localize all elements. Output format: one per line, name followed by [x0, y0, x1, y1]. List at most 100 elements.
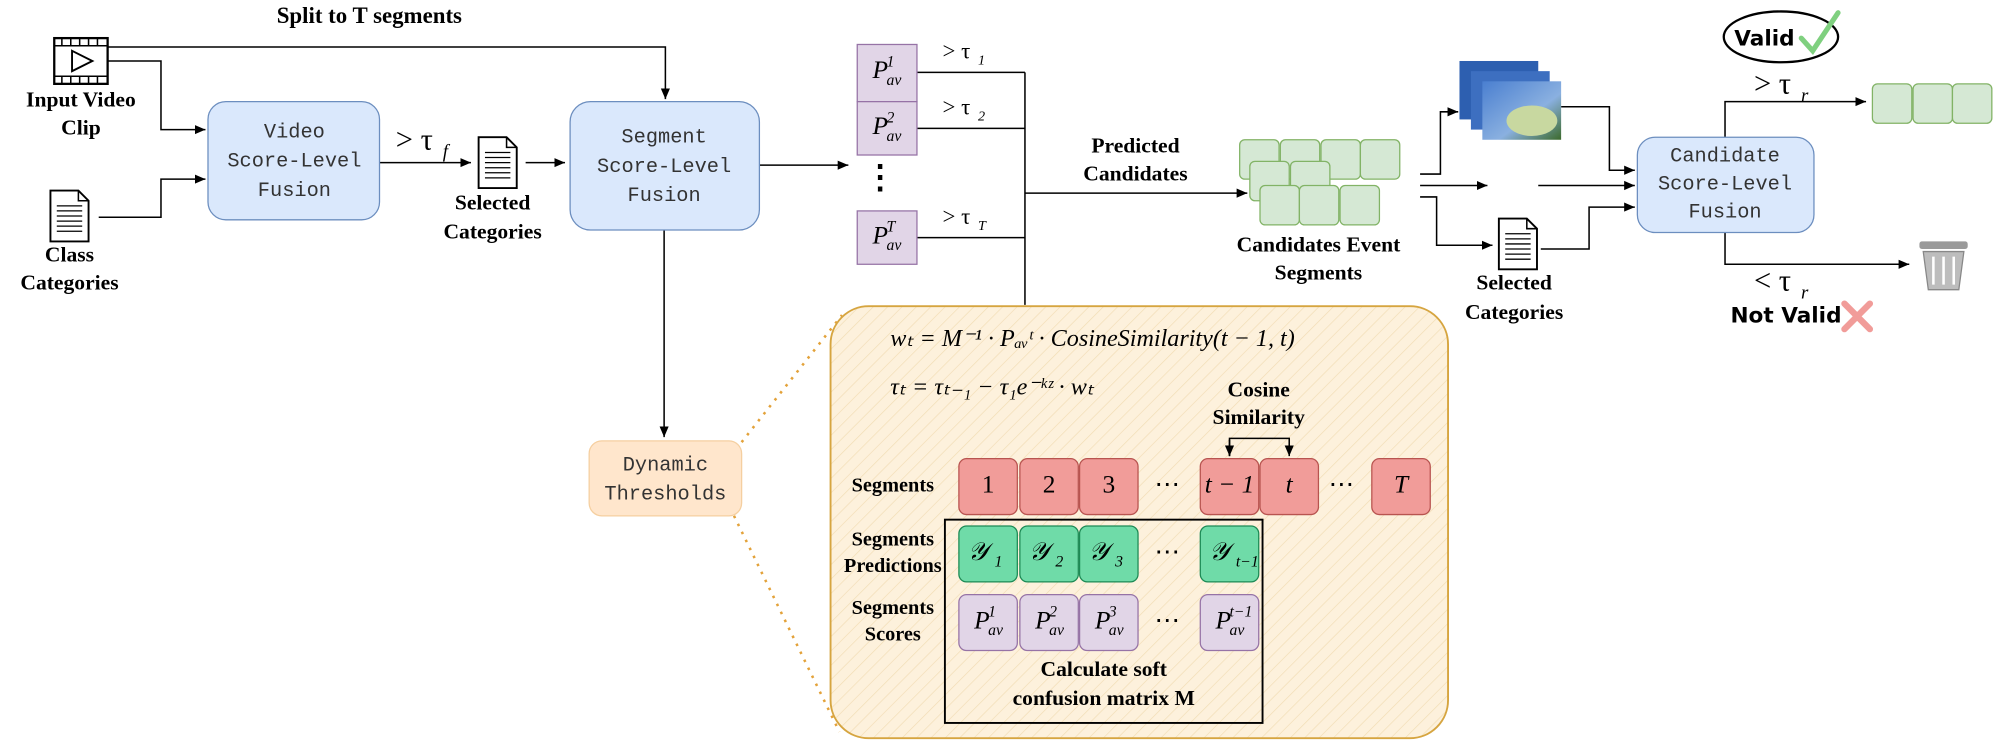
math-label: ⋯ [1155, 470, 1180, 498]
segment-cell [1019, 525, 1079, 583]
score-box [856, 43, 918, 103]
check-icon [1798, 10, 1841, 55]
input-label: Class [45, 243, 94, 267]
math-label: T [1394, 470, 1410, 498]
matrix-frame [943, 518, 1264, 724]
box-label: Score-Level [597, 156, 731, 179]
video-icon [53, 36, 109, 85]
math-sub: av [1049, 622, 1064, 639]
math-sup: T [886, 219, 896, 236]
confusion-label: confusion matrix M [1013, 686, 1195, 710]
row-label: Predictions [844, 555, 942, 577]
title: Split to T segments [277, 3, 462, 28]
cosine-label: Similarity [1213, 405, 1306, 429]
candidate-fusion-box [1636, 136, 1815, 234]
frames-icon [1459, 60, 1562, 140]
math-sub: av [886, 128, 901, 145]
math-sub: av [1109, 622, 1124, 639]
box-label: Score-Level [1658, 174, 1792, 197]
segment-cell [1259, 458, 1320, 516]
box-label: Fusion [628, 185, 701, 208]
box-label: Fusion [258, 180, 331, 203]
math-sup: 2 [886, 109, 894, 126]
math-base: > τ [942, 95, 970, 120]
math-sub: av [886, 72, 901, 89]
connectors [98, 46, 1910, 733]
math-label: t [1286, 470, 1294, 498]
segment-cell [958, 593, 1018, 652]
candidates-label: Candidates Event [1237, 232, 1401, 256]
box-label: Video [264, 122, 325, 145]
math-sup: 2 [1049, 604, 1057, 621]
segment-cell [1371, 458, 1431, 516]
ellipsis: ⋮ [864, 160, 897, 196]
math-base: P [1094, 606, 1111, 634]
confusion-label: Calculate soft [1040, 657, 1167, 681]
box-label: Fusion [1688, 202, 1761, 225]
document-icon [477, 136, 518, 189]
math-sup: 1 [988, 604, 996, 621]
math-sub: av [1230, 622, 1245, 639]
math-base: > τ [942, 204, 970, 229]
math-label: 1 [982, 470, 995, 498]
math-label: 3 [1102, 470, 1115, 498]
math-sub: 2 [1055, 553, 1063, 570]
box-label: Score-Level [227, 151, 361, 174]
segment-cell [1199, 458, 1260, 516]
box-label: Thresholds [604, 484, 726, 507]
selected-label: Categories [1465, 300, 1563, 324]
input-label: Clip [61, 116, 101, 140]
math-sub: t−1 [1236, 553, 1259, 570]
math-base: P [871, 112, 888, 140]
equation: τₜ = τₜ₋₁ − τ₁e⁻ᵏᶻ · wₜ [890, 373, 1095, 400]
score-box [856, 101, 918, 156]
math-sub: 1 [994, 553, 1002, 570]
document-icon [1497, 217, 1538, 271]
cosine-label: Cosine [1228, 377, 1291, 401]
segment-cell [1078, 525, 1139, 583]
score-box [856, 210, 918, 265]
math-label: ⋯ [1155, 606, 1180, 634]
trash-icon [1919, 241, 1968, 291]
math-base: P [1034, 606, 1051, 634]
selected-label: Categories [443, 220, 541, 244]
input-label: Categories [20, 271, 118, 295]
math-label: P2 av [871, 109, 901, 145]
math-label: t − 1 [1205, 470, 1255, 498]
math-sub: r [1801, 282, 1809, 303]
math-label: > τ 2 [942, 95, 985, 125]
math-base: P [973, 606, 990, 634]
segment-cell [958, 525, 1018, 583]
math-sub: 2 [978, 109, 985, 125]
box-label: Dynamic [623, 454, 708, 477]
candidates-label: Segments [1275, 260, 1363, 284]
video-fusion-box [207, 101, 381, 221]
math-sub: r [1801, 85, 1809, 106]
math-label: ⋯ [1329, 470, 1354, 498]
row-label: Segments [852, 474, 934, 496]
dynamic-box [588, 440, 743, 517]
candidate-cells [1239, 83, 1993, 226]
not-valid-label: Not Valid [1730, 303, 1841, 328]
math-label: Pt−1av [1215, 604, 1253, 640]
math-label: P1 av [871, 53, 901, 89]
segment-cell [1199, 525, 1260, 583]
segment-cell [1199, 593, 1260, 652]
math-base: > τ [942, 39, 970, 64]
segment-cell [958, 458, 1018, 516]
segment-cell [1019, 593, 1079, 652]
math-sub: f [443, 141, 451, 162]
row-label: Scores [865, 624, 921, 646]
math-base: P [871, 56, 888, 84]
math-label: ⋯ [1155, 538, 1180, 566]
math-sup: t−1 [1230, 604, 1253, 621]
segment-fusion-box [569, 101, 761, 231]
math-sup: 3 [1108, 604, 1117, 621]
selected-label: Selected [455, 191, 531, 215]
math-sup: 1 [886, 53, 894, 70]
math-label: > τ r [1754, 66, 1809, 106]
